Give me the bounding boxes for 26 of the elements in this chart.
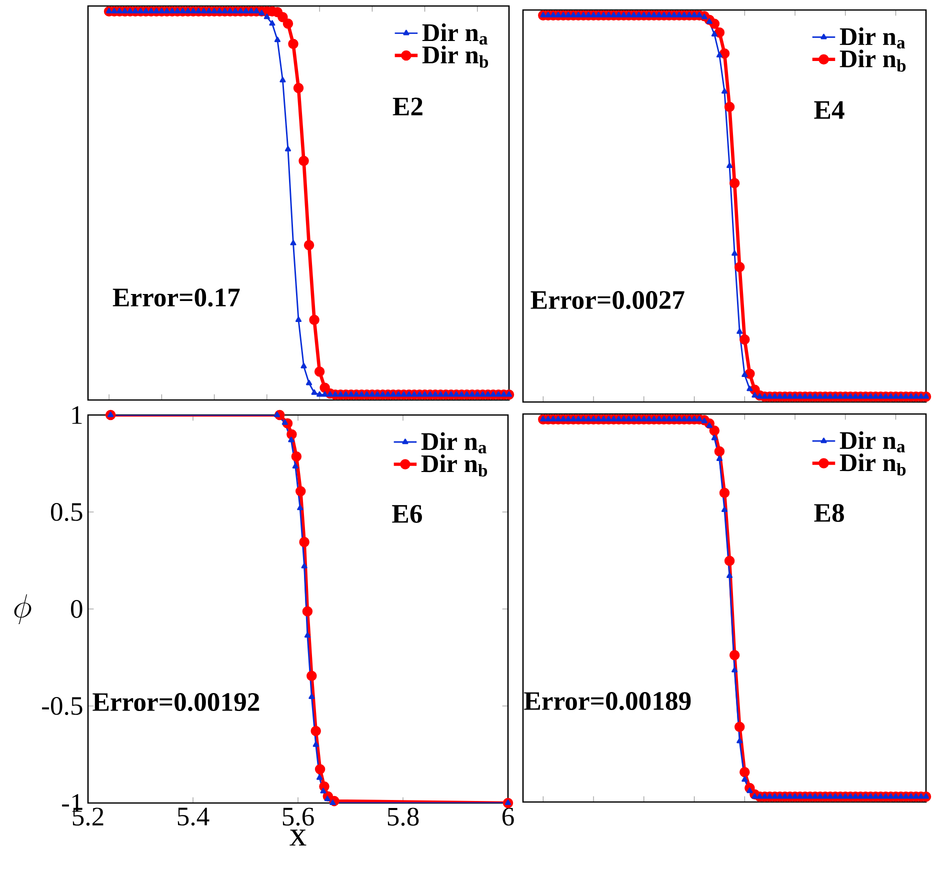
- legend-label: Dir n$_{a}$: [840, 27, 906, 49]
- annotation: Error=0.00189: [524, 692, 691, 710]
- y-axis-title: $\phi$: [14, 594, 32, 624]
- annotation: Error=0.0027: [530, 291, 684, 310]
- y-tick-label: -0.5: [42, 696, 82, 716]
- annotation: Error=0.17: [112, 288, 240, 307]
- x-tick-label: 6: [502, 808, 514, 826]
- legend-label: Dir n$_{a}$: [840, 431, 906, 452]
- x-tick-label: 5.4: [178, 808, 210, 826]
- legend-label: Dir n$_{b}$: [421, 454, 488, 477]
- annotation: E8: [814, 504, 844, 522]
- y-tick-label: 0: [70, 600, 82, 618]
- annotation: E2: [392, 98, 422, 116]
- y-tick-label: 0.5: [50, 502, 82, 522]
- legend-label: Dir n$_{b}$: [840, 50, 906, 72]
- x-axis-title: x: [290, 830, 306, 846]
- x-tick-label: 5.8: [388, 808, 419, 826]
- annotation: E4: [814, 101, 844, 119]
- legend-label: Dir n$_{b}$: [840, 453, 906, 476]
- x-tick-label: 5.6: [282, 808, 314, 826]
- legend-label: Dir n$_{a}$: [421, 432, 487, 454]
- annotation: Error=0.00192: [92, 693, 260, 712]
- annotation: E6: [392, 504, 422, 523]
- legend-label: Dir n$_{a}$: [422, 23, 488, 45]
- y-tick-label: 1: [72, 406, 82, 424]
- legend-label: Dir n$_{b}$: [422, 46, 488, 68]
